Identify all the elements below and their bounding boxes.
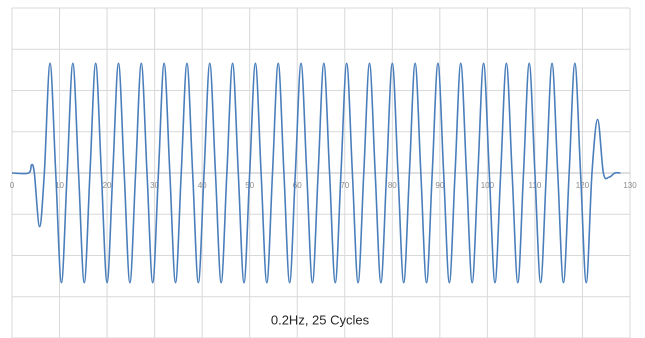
chart-title: 0.2Hz, 25 Cycles <box>271 312 370 327</box>
x-tick-label: 0 <box>10 181 15 190</box>
x-tick-label: 70 <box>340 181 349 190</box>
x-tick-label: 80 <box>388 181 397 190</box>
x-tick-label: 130 <box>623 181 637 190</box>
x-tick-label: 20 <box>103 181 112 190</box>
x-tick-label: 100 <box>481 181 495 190</box>
x-tick-label: 10 <box>55 181 64 190</box>
x-tick-label: 30 <box>150 181 159 190</box>
x-tick-label: 90 <box>435 181 444 190</box>
x-tick-label: 120 <box>576 181 590 190</box>
x-tick-label: 50 <box>245 181 254 190</box>
x-tick-label: 40 <box>198 181 207 190</box>
x-tick-label: 60 <box>293 181 302 190</box>
signal-line <box>11 62 621 284</box>
